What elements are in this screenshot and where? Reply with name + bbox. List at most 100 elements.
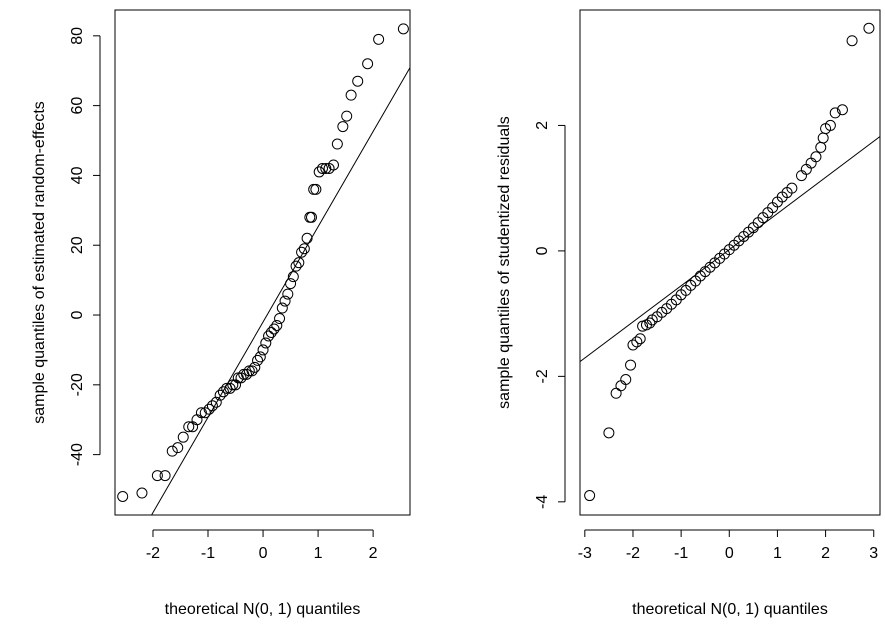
x-tick-label: 0 bbox=[259, 545, 268, 562]
point bbox=[341, 110, 353, 122]
point bbox=[625, 359, 637, 371]
point bbox=[603, 427, 615, 439]
y-tick-label: 60 bbox=[69, 97, 86, 115]
point bbox=[620, 373, 632, 385]
point bbox=[206, 400, 218, 412]
y-tick-label: 0 bbox=[534, 246, 551, 255]
point bbox=[210, 396, 222, 408]
point bbox=[836, 104, 848, 116]
point bbox=[320, 162, 332, 174]
point bbox=[805, 157, 817, 169]
x-tick-label: 0 bbox=[725, 545, 734, 562]
point bbox=[271, 319, 283, 331]
x-tick-label: -1 bbox=[674, 545, 688, 562]
point bbox=[252, 354, 264, 366]
plot-frame bbox=[114, 9, 411, 516]
y-tick-label: 80 bbox=[69, 27, 86, 45]
point bbox=[627, 339, 639, 351]
point bbox=[298, 243, 310, 255]
point bbox=[290, 260, 302, 272]
point bbox=[254, 351, 266, 363]
point bbox=[584, 490, 596, 502]
point bbox=[230, 379, 242, 391]
point bbox=[345, 89, 357, 101]
point bbox=[246, 365, 258, 377]
point bbox=[313, 166, 325, 178]
point bbox=[815, 141, 827, 153]
x-tick-label: -3 bbox=[578, 545, 592, 562]
point bbox=[274, 313, 286, 325]
point bbox=[177, 431, 189, 443]
y-axis-label: sample quantiles of studentized residual… bbox=[496, 116, 513, 409]
point bbox=[282, 288, 294, 300]
point bbox=[287, 271, 299, 283]
x-tick-label: 3 bbox=[869, 545, 878, 562]
point bbox=[265, 326, 277, 338]
point bbox=[308, 183, 320, 195]
y-tick-label: -2 bbox=[534, 369, 551, 383]
point bbox=[227, 379, 239, 391]
point bbox=[285, 278, 297, 290]
point bbox=[362, 58, 374, 70]
point bbox=[224, 382, 236, 394]
point bbox=[310, 183, 322, 195]
x-tick-label: 1 bbox=[773, 545, 782, 562]
x-tick-label: 2 bbox=[369, 545, 378, 562]
y-tick-label: -4 bbox=[534, 495, 551, 509]
point bbox=[316, 162, 328, 174]
point bbox=[279, 295, 291, 307]
point bbox=[786, 182, 798, 194]
x-tick-label: 1 bbox=[314, 545, 323, 562]
point bbox=[327, 159, 339, 171]
x-axis-label: theoretical N(0, 1) quantiles bbox=[632, 601, 828, 618]
point bbox=[824, 119, 836, 131]
y-tick-label: 40 bbox=[69, 166, 86, 184]
point bbox=[610, 387, 622, 399]
point bbox=[337, 121, 349, 133]
reference-line bbox=[580, 136, 880, 363]
reference-line bbox=[150, 67, 410, 515]
point bbox=[214, 389, 226, 401]
y-tick-label: -20 bbox=[69, 373, 86, 396]
point bbox=[249, 361, 261, 373]
y-tick-label: -40 bbox=[69, 443, 86, 466]
point bbox=[136, 487, 148, 499]
point bbox=[352, 75, 364, 87]
point bbox=[276, 302, 288, 314]
point bbox=[644, 317, 656, 329]
point bbox=[631, 336, 643, 348]
x-tick-label: -2 bbox=[626, 545, 640, 562]
point bbox=[241, 368, 253, 380]
point bbox=[829, 107, 841, 119]
point bbox=[151, 470, 163, 482]
point bbox=[217, 386, 229, 398]
point bbox=[257, 344, 269, 356]
point bbox=[397, 23, 409, 35]
point bbox=[373, 33, 385, 45]
point bbox=[199, 407, 211, 419]
x-tick-label: -2 bbox=[146, 545, 160, 562]
point bbox=[243, 365, 255, 377]
y-tick-label: 0 bbox=[69, 310, 86, 319]
point bbox=[263, 330, 275, 342]
point bbox=[159, 470, 171, 482]
point bbox=[117, 491, 129, 503]
point bbox=[863, 22, 875, 34]
point bbox=[268, 323, 280, 335]
point bbox=[195, 407, 207, 419]
point bbox=[296, 246, 308, 258]
point bbox=[260, 337, 272, 349]
point bbox=[810, 151, 822, 163]
point bbox=[817, 132, 829, 144]
point bbox=[634, 333, 646, 345]
y-tick-label: 20 bbox=[69, 236, 86, 254]
point bbox=[166, 445, 178, 457]
y-axis-label: sample quantiles of estimated random-eff… bbox=[31, 101, 48, 424]
y-tick-label: 2 bbox=[534, 121, 551, 130]
point bbox=[615, 380, 627, 392]
point bbox=[846, 35, 858, 47]
point bbox=[305, 211, 317, 223]
plot-frame bbox=[579, 9, 881, 516]
point bbox=[796, 170, 808, 182]
